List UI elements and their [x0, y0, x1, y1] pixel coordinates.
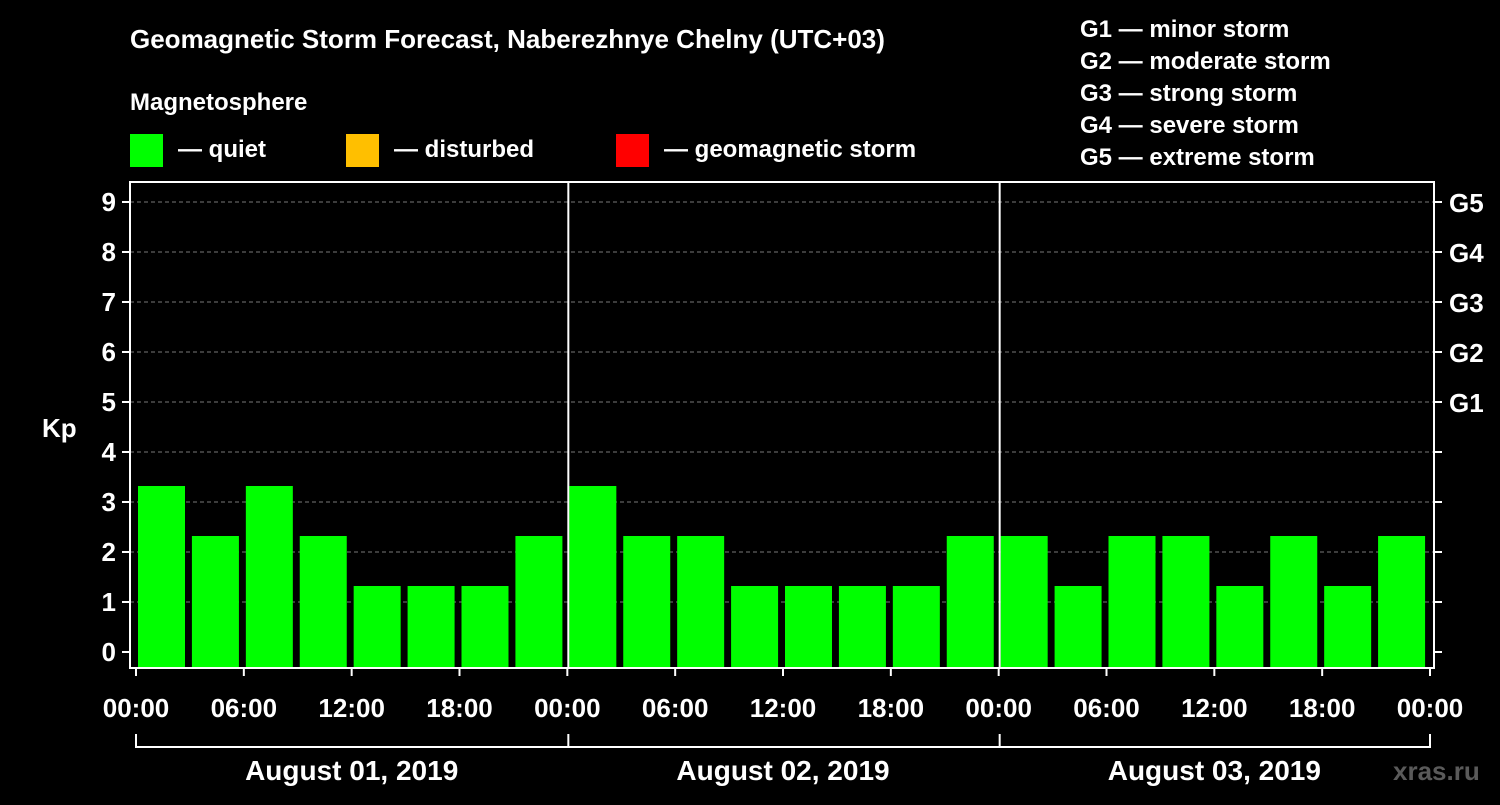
day-label-2: August 02, 2019 — [676, 755, 889, 786]
x-tick-label-8: 00:00 — [965, 693, 1032, 723]
bar-21 — [1270, 536, 1318, 668]
x-tick-label-2: 12:00 — [318, 693, 385, 723]
storm-scale-item-4: G4 — severe storm — [1080, 112, 1299, 139]
storm-scale-item-2: G2 — moderate storm — [1080, 48, 1331, 75]
x-tick-label-3: 18:00 — [426, 693, 493, 723]
watermark: xras.ru — [1393, 756, 1480, 786]
x-tick-label-4: 00:00 — [534, 693, 601, 723]
axes: 0 1 2 3 4 5 6 7 8 9 G1 G2 G3 G4 G5 00:00 06:00 12:00 18:00… — [102, 187, 1485, 723]
y-tick-label-4: 4 — [102, 437, 117, 467]
bar-2 — [245, 486, 293, 668]
legend-label-0: — quiet — [178, 136, 266, 163]
bar-4 — [353, 586, 401, 668]
y-tick-label-8: 8 — [102, 237, 116, 267]
day-label-1: August 01, 2019 — [245, 755, 458, 786]
x-tick-label-0: 00:00 — [103, 693, 170, 723]
x-tick-label-11: 18:00 — [1289, 693, 1356, 723]
x-tick-label-12: 00:00 — [1397, 693, 1464, 723]
y-tick-label-1: 1 — [102, 587, 116, 617]
day-labels: August 01, 2019 August 02, 2019 August 03,… — [135, 734, 1431, 786]
bar-8 — [569, 486, 617, 668]
bar-6 — [461, 586, 509, 668]
right-tick-label-g1: G1 — [1449, 388, 1484, 418]
legend-label-2: — geomagnetic storm — [664, 136, 916, 163]
bar-23 — [1378, 536, 1426, 668]
bars — [138, 486, 1426, 668]
storm-scale-item-1: G1 — minor storm — [1080, 16, 1289, 43]
bar-10 — [677, 536, 725, 668]
bar-5 — [407, 586, 455, 668]
storm-scale-item-3: G3 — strong storm — [1080, 80, 1297, 107]
bar-22 — [1324, 586, 1372, 668]
legend-swatch-0 — [130, 134, 163, 167]
y-tick-label-9: 9 — [102, 187, 116, 217]
bar-7 — [515, 536, 563, 668]
bar-12 — [785, 586, 832, 668]
legend-title: Magnetosphere — [130, 89, 307, 116]
y-tick-label-2: 2 — [102, 537, 116, 567]
legend: — quiet — disturbed — geomagnetic storm — [130, 134, 916, 167]
y-tick-label-0: 0 — [102, 637, 116, 667]
right-tick-label-g4: G4 — [1449, 238, 1484, 268]
bar-16 — [1000, 536, 1048, 668]
x-tick-label-1: 06:00 — [211, 693, 278, 723]
x-tick-label-9: 06:00 — [1073, 693, 1140, 723]
bar-1 — [191, 536, 239, 668]
bar-14 — [892, 586, 940, 668]
y-tick-label-3: 3 — [102, 487, 116, 517]
bar-18 — [1108, 536, 1156, 668]
x-tick-label-5: 06:00 — [642, 693, 709, 723]
y-tick-label-7: 7 — [102, 287, 116, 317]
y-axis-label: Kp — [42, 413, 77, 443]
bar-0 — [138, 486, 185, 668]
bar-17 — [1054, 586, 1102, 668]
x-tick-label-10: 12:00 — [1181, 693, 1248, 723]
bar-13 — [838, 586, 886, 668]
y-tick-label-6: 6 — [102, 337, 116, 367]
x-tick-label-6: 12:00 — [750, 693, 817, 723]
bar-9 — [623, 536, 671, 668]
storm-scale-item-5: G5 — extreme storm — [1080, 144, 1315, 171]
right-tick-label-g3: G3 — [1449, 288, 1484, 318]
right-tick-label-g5: G5 — [1449, 188, 1484, 218]
bar-3 — [299, 536, 347, 668]
gridlines — [130, 201, 1434, 603]
bar-15 — [946, 536, 994, 668]
chart-title: Geomagnetic Storm Forecast, Naberezhnye … — [130, 24, 885, 54]
legend-swatch-2 — [616, 134, 649, 167]
legend-swatch-1 — [346, 134, 379, 167]
legend-label-1: — disturbed — [394, 136, 534, 163]
bar-11 — [731, 586, 779, 668]
storm-scale-legend: G1 — minor storm G2 — moderate storm G3 — … — [1080, 16, 1331, 171]
right-tick-label-g2: G2 — [1449, 338, 1484, 368]
day-label-3: August 03, 2019 — [1108, 755, 1321, 786]
x-tick-label-7: 18:00 — [858, 693, 925, 723]
bar-20 — [1216, 586, 1264, 668]
bar-19 — [1162, 536, 1210, 668]
y-tick-label-5: 5 — [102, 387, 116, 417]
day-dividers — [567, 182, 1001, 668]
